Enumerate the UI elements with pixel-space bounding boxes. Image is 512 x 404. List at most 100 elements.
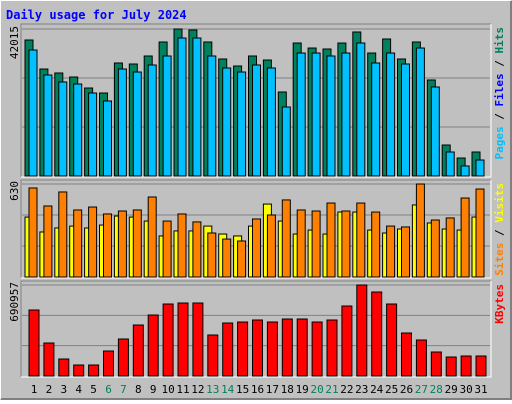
bar	[147, 314, 159, 377]
bar	[73, 364, 85, 377]
x-tick-label: 22	[340, 383, 353, 396]
bar	[117, 68, 127, 177]
bar	[222, 322, 234, 377]
bar	[475, 188, 485, 278]
bar	[475, 355, 487, 377]
bar	[43, 205, 53, 278]
bar	[162, 55, 172, 177]
bar	[430, 86, 440, 177]
bar	[326, 202, 336, 278]
x-tick-label: 11	[176, 383, 189, 396]
legend-entry: Visits	[493, 183, 506, 223]
panel-bevel-light	[21, 24, 492, 178]
bar	[58, 191, 68, 278]
x-tick-label: 20	[310, 383, 323, 396]
bar	[341, 305, 353, 377]
bar	[192, 221, 202, 278]
bar	[207, 334, 219, 377]
bar	[386, 225, 396, 278]
bar	[103, 100, 112, 177]
legend-entry: KBytes	[493, 284, 506, 324]
x-tick-label: 1	[31, 383, 38, 396]
y-tick-label: 690957	[8, 282, 21, 322]
bar	[177, 302, 189, 377]
bar	[401, 226, 410, 278]
bar	[415, 183, 425, 278]
bar	[356, 42, 366, 177]
bar	[207, 55, 217, 177]
bar	[460, 197, 470, 278]
bar	[73, 209, 83, 278]
bar	[445, 217, 455, 278]
chart-title: Daily usage for July 2024	[6, 8, 187, 22]
bar	[132, 209, 142, 278]
bar	[311, 321, 323, 377]
bar	[430, 219, 440, 278]
panel-bevel-dark	[20, 23, 491, 177]
bar	[296, 52, 306, 177]
bar	[147, 64, 157, 177]
bar	[475, 159, 485, 177]
legend-separator: /	[493, 223, 506, 243]
x-tick-label: 8	[135, 383, 142, 396]
bar	[371, 291, 383, 377]
bar	[311, 52, 321, 177]
bar	[132, 71, 142, 177]
bar	[252, 218, 261, 278]
bar	[415, 47, 425, 177]
x-tick-label: 21	[325, 383, 338, 396]
x-tick-label: 4	[75, 383, 82, 396]
legend: KBytes	[493, 284, 506, 324]
x-tick-label: 23	[355, 383, 368, 396]
bar	[162, 220, 172, 278]
x-tick-label: 25	[385, 383, 398, 396]
panel-bevel-light	[21, 180, 492, 279]
x-tick-label: 24	[370, 383, 384, 396]
bar	[117, 338, 129, 377]
x-tick-label: 6	[105, 383, 112, 396]
x-tick-label: 5	[90, 383, 97, 396]
bar	[296, 209, 306, 278]
bar	[88, 364, 100, 377]
bar	[460, 355, 472, 377]
bar	[281, 199, 291, 278]
panel-bevel-dark	[20, 280, 491, 377]
legend-entry: Hits	[493, 27, 506, 54]
bar	[43, 74, 53, 177]
x-tick-label: 12	[191, 383, 204, 396]
bar	[103, 213, 112, 278]
bar	[341, 210, 351, 278]
bar	[281, 106, 291, 177]
bar	[371, 62, 381, 177]
bar	[222, 238, 232, 278]
bar	[132, 324, 144, 377]
bar	[252, 64, 261, 177]
bar	[222, 67, 232, 177]
x-tick-label: 30	[459, 383, 472, 396]
x-tick-label: 13	[206, 383, 219, 396]
bar	[371, 211, 381, 278]
bar	[73, 83, 83, 177]
bar	[266, 321, 278, 377]
legend: Pages / Files / Hits	[493, 27, 506, 160]
y-tick-label: 630	[8, 181, 21, 201]
x-tick-label: 28	[430, 383, 443, 396]
bar	[58, 358, 70, 377]
bar	[88, 206, 98, 278]
bar	[401, 63, 410, 177]
bar	[252, 319, 263, 377]
x-tick-label: 19	[296, 383, 309, 396]
legend-entry: Files	[493, 73, 506, 106]
bar	[237, 71, 247, 177]
bar	[311, 210, 321, 278]
x-tick-label: 15	[236, 383, 249, 396]
x-tick-label: 3	[60, 383, 67, 396]
bar	[103, 350, 114, 377]
bar	[117, 210, 127, 278]
bar	[192, 37, 202, 177]
bar	[88, 92, 98, 177]
bar	[43, 342, 55, 377]
legend-separator: /	[493, 54, 506, 74]
bar	[58, 81, 68, 177]
